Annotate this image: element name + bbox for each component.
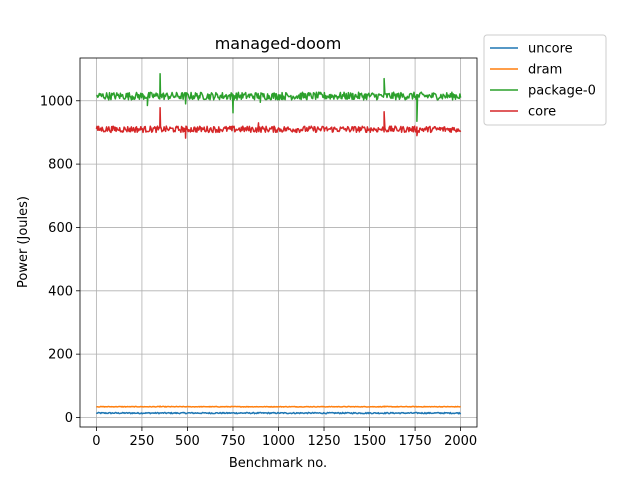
x-axis-label: Benchmark no. bbox=[229, 456, 327, 471]
x-tick-label: 1750 bbox=[399, 434, 432, 449]
legend-label-core: core bbox=[528, 105, 556, 120]
y-tick-label: 400 bbox=[48, 284, 73, 299]
x-tick-label: 0 bbox=[92, 434, 100, 449]
series-line-uncore bbox=[96, 411, 462, 415]
chart-title: managed-doom bbox=[215, 34, 342, 53]
x-tick-label: 500 bbox=[175, 434, 200, 449]
x-tick-label: 1500 bbox=[353, 434, 386, 449]
legend-label-dram: dram bbox=[528, 63, 562, 78]
y-tick-label: 0 bbox=[65, 411, 73, 426]
x-tick-label: 250 bbox=[130, 434, 155, 449]
x-tick-label: 1000 bbox=[262, 434, 295, 449]
series-layer bbox=[95, 73, 462, 415]
y-tick-label: 800 bbox=[48, 158, 73, 173]
legend-label-package-0: package-0 bbox=[528, 84, 596, 99]
y-tick-label: 1000 bbox=[40, 94, 73, 109]
y-tick-label: 600 bbox=[48, 221, 73, 236]
x-tick-label: 1250 bbox=[307, 434, 340, 449]
x-tick-label: 750 bbox=[221, 434, 246, 449]
y-axis-label: Power (Joules) bbox=[16, 196, 31, 288]
series-line-package-0 bbox=[96, 73, 462, 123]
y-tick-label: 200 bbox=[48, 348, 73, 363]
y-axis-ticks: 0 200 400 600 800 1000 bbox=[40, 94, 80, 426]
legend: uncore dram package-0 core bbox=[483, 34, 607, 126]
x-axis-ticks: 0 250 500 750 1000 1250 1500 1750 2000 bbox=[92, 427, 477, 449]
grid-lines bbox=[80, 58, 477, 427]
series-line-core bbox=[95, 106, 462, 139]
series-line-dram bbox=[96, 405, 461, 408]
legend-box bbox=[483, 34, 607, 126]
legend-label-uncore: uncore bbox=[528, 42, 573, 57]
x-tick-label: 2000 bbox=[444, 434, 477, 449]
